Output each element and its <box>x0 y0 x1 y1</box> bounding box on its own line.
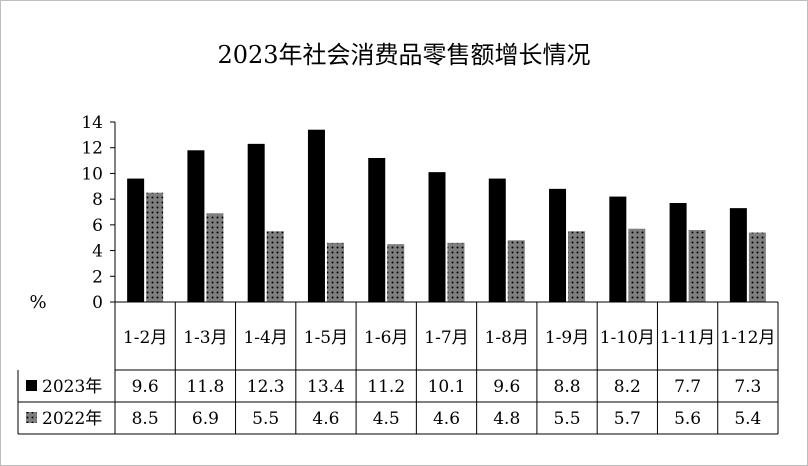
bar-2022-8 <box>568 231 586 302</box>
data-value-label: 12.3 <box>247 377 285 397</box>
bar-2022-1 <box>146 192 164 302</box>
y-tick-label: 12 <box>81 139 103 159</box>
bar-2022-7 <box>507 240 525 302</box>
y-tick-label: 0 <box>92 293 103 313</box>
x-category-label: 1-2月 <box>123 328 167 348</box>
x-category-label: 1-8月 <box>485 328 529 348</box>
data-table: 1-2月 1-3月 1-4月 1-5月 1-6月 1-7月 1-8月 1-9月 1-10月 1-1… <box>17 301 779 435</box>
data-value-label: 6.9 <box>192 409 219 429</box>
bar-2023-10 <box>669 203 687 302</box>
bar-2022-6 <box>447 242 465 302</box>
bars-group <box>127 129 766 302</box>
bar-2023-5 <box>368 158 386 302</box>
data-value-label: 4.8 <box>493 409 520 429</box>
data-value-label: 13.4 <box>307 377 345 397</box>
bar-2022-4 <box>326 242 344 302</box>
legend-key-2022 <box>26 412 37 423</box>
data-value-label: 5.6 <box>674 409 701 429</box>
y-tick-label: 6 <box>92 216 103 236</box>
data-value-label: 5.5 <box>554 409 581 429</box>
data-value-label: 11.2 <box>367 377 405 397</box>
data-value-label: 8.8 <box>554 377 581 397</box>
x-category-label: 1-10月 <box>600 328 655 348</box>
legend-label: 2023年 <box>42 377 102 397</box>
x-category-label: 1-6月 <box>364 328 408 348</box>
data-value-label: 9.6 <box>493 377 520 397</box>
bar-2022-2 <box>206 213 224 302</box>
bar-2023-4 <box>307 129 325 302</box>
x-category-label: 1-5月 <box>304 328 348 348</box>
data-value-label: 9.6 <box>132 377 159 397</box>
data-value-label: 7.7 <box>674 377 701 397</box>
x-category-label: 1-3月 <box>183 328 227 348</box>
y-tick-label: 8 <box>92 190 103 210</box>
data-value-label: 7.3 <box>734 377 761 397</box>
data-value-label: 11.8 <box>186 377 224 397</box>
x-category-label: 1-7月 <box>424 328 468 348</box>
x-category-label: 1-11月 <box>660 328 715 348</box>
y-tick-label: 2 <box>92 267 103 287</box>
data-value-label: 10.1 <box>428 377 466 397</box>
y-axis: 0 2 4 6 8 10 12 14 <box>81 113 116 313</box>
bar-2023-2 <box>187 150 205 302</box>
y-tick-label: 4 <box>92 242 103 262</box>
data-value-label: 5.5 <box>252 409 279 429</box>
x-category-label: 1-4月 <box>243 328 287 348</box>
bar-2022-9 <box>628 228 646 302</box>
bar-2023-3 <box>247 143 265 302</box>
x-category-label: 1-12月 <box>720 328 775 348</box>
data-value-label: 8.5 <box>132 409 159 429</box>
bar-2023-11 <box>729 208 747 302</box>
data-value-label: 8.2 <box>614 377 641 397</box>
y-tick-label: 14 <box>81 113 103 133</box>
data-value-label: 5.4 <box>734 409 761 429</box>
bar-2023-9 <box>609 196 627 302</box>
bar-2022-5 <box>387 244 405 302</box>
bar-2023-8 <box>549 188 567 302</box>
bar-2022-11 <box>748 232 766 302</box>
bar-2023-1 <box>127 178 145 302</box>
bar-2022-3 <box>266 231 284 302</box>
y-axis-unit-label: % <box>29 292 46 313</box>
bar-2023-6 <box>428 172 446 302</box>
data-value-label: 4.5 <box>373 409 400 429</box>
data-value-label: 5.7 <box>614 409 641 429</box>
data-value-label: 4.6 <box>312 409 339 429</box>
bar-2023-7 <box>488 178 506 302</box>
y-tick-label: 10 <box>81 164 103 184</box>
legend-label: 2022年 <box>42 409 102 429</box>
data-value-label: 4.6 <box>433 409 460 429</box>
x-category-label: 1-9月 <box>545 328 589 348</box>
bar-2022-10 <box>688 230 706 302</box>
chart-title: 2023年社会消费品零售额增长情况 <box>217 41 590 69</box>
legend-key-2023 <box>26 380 37 391</box>
